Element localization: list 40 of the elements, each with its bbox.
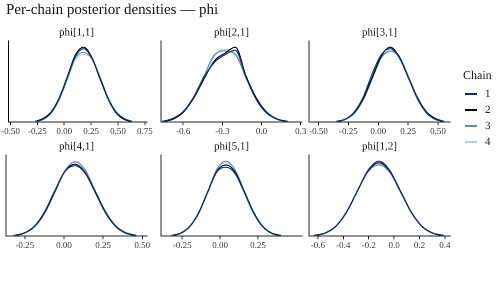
chart-title: phi[4,1] <box>58 140 94 152</box>
chart-title: phi[1,2] <box>362 140 398 152</box>
x-tick-label: 0.25 <box>83 126 100 136</box>
x-tick-label: 0.00 <box>212 240 229 250</box>
chart-title: phi[5,1] <box>214 140 250 152</box>
legend-title: Chain <box>463 68 492 83</box>
x-tick-label: 0.2 <box>414 240 426 250</box>
x-tick-label: -0.50 <box>1 126 20 136</box>
x-tick-label: -0.3 <box>215 126 230 136</box>
x-tick-label: 0.50 <box>134 240 151 250</box>
x-tick-label: 0.50 <box>110 126 126 136</box>
x-tick-label: -0.50 <box>309 126 328 136</box>
chart-title: phi[1,1] <box>58 26 94 38</box>
x-tick-label: 0.4 <box>439 240 452 250</box>
x-tick-label: 0.0 <box>388 240 400 250</box>
chart-title: phi[2,1] <box>214 26 250 38</box>
x-tick-label: 0.3 <box>295 126 307 136</box>
x-tick-label: -0.6 <box>310 240 326 250</box>
x-tick-label: -0.6 <box>176 126 191 136</box>
x-tick-label: 0.75 <box>136 126 154 136</box>
text: Per-chain posterior densities — phi <box>6 2 218 19</box>
x-tick-label: -0.25 <box>28 126 48 136</box>
x-tick-label: 0.00 <box>370 126 387 136</box>
x-tick-label: 0.25 <box>95 240 112 250</box>
x-tick-label: 0.25 <box>400 126 417 136</box>
x-tick-label: -0.25 <box>15 240 35 250</box>
legend-label: 3 <box>485 120 490 132</box>
x-tick-label: 0.0 <box>256 126 268 136</box>
x-tick-label: -0.25 <box>339 126 358 136</box>
legend-label: 4 <box>485 136 490 148</box>
x-tick-label: 0.00 <box>56 240 72 250</box>
x-tick-label: -0.25 <box>172 240 192 250</box>
legend-label: 2 <box>485 104 490 116</box>
chart-title: phi[3,1] <box>362 26 398 38</box>
x-tick-label: 0.00 <box>56 126 73 136</box>
x-tick-label: -0.4 <box>336 240 351 250</box>
legend-label: 1 <box>485 88 490 100</box>
x-tick-label: 0.50 <box>430 126 446 136</box>
x-tick-label: -0.2 <box>362 240 376 250</box>
x-tick-label: 0.25 <box>250 240 266 250</box>
